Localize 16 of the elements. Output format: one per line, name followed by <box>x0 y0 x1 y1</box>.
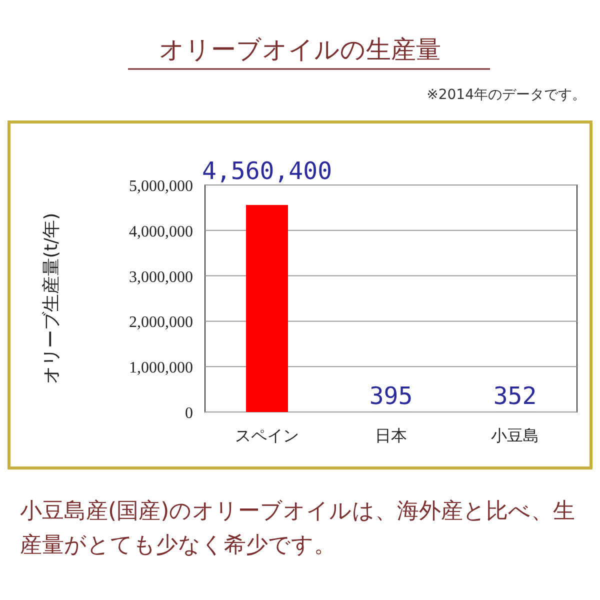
y-tick-label: 2,000,000 <box>129 314 193 332</box>
x-tick-label: 日本 <box>375 426 407 445</box>
text: 小豆島産(国産)のオリーブオイルは、海外産と比べ、生産量がとても少なく希少です。 <box>20 498 576 560</box>
chart-subtitle: ※2014年のデータです。 <box>426 87 586 103</box>
x-tick-label: 小豆島 <box>491 426 539 445</box>
data-label: 352 <box>493 382 537 410</box>
y-tick-label: 0 <box>185 405 193 422</box>
x-tick-label: スペイン <box>235 426 299 445</box>
data-label: 4,560,400 <box>202 157 332 185</box>
data-label: 395 <box>369 382 413 410</box>
y-axis-title: オリーブ生産量(t/年) <box>41 212 62 384</box>
y-tick-label: 4,000,000 <box>129 223 193 240</box>
y-tick-label: 1,000,000 <box>129 360 193 377</box>
chart-title: オリーブオイルの生産量 <box>159 35 441 64</box>
y-tick-label: 5,000,000 <box>129 178 193 195</box>
y-tick-label: 3,000,000 <box>129 268 193 286</box>
